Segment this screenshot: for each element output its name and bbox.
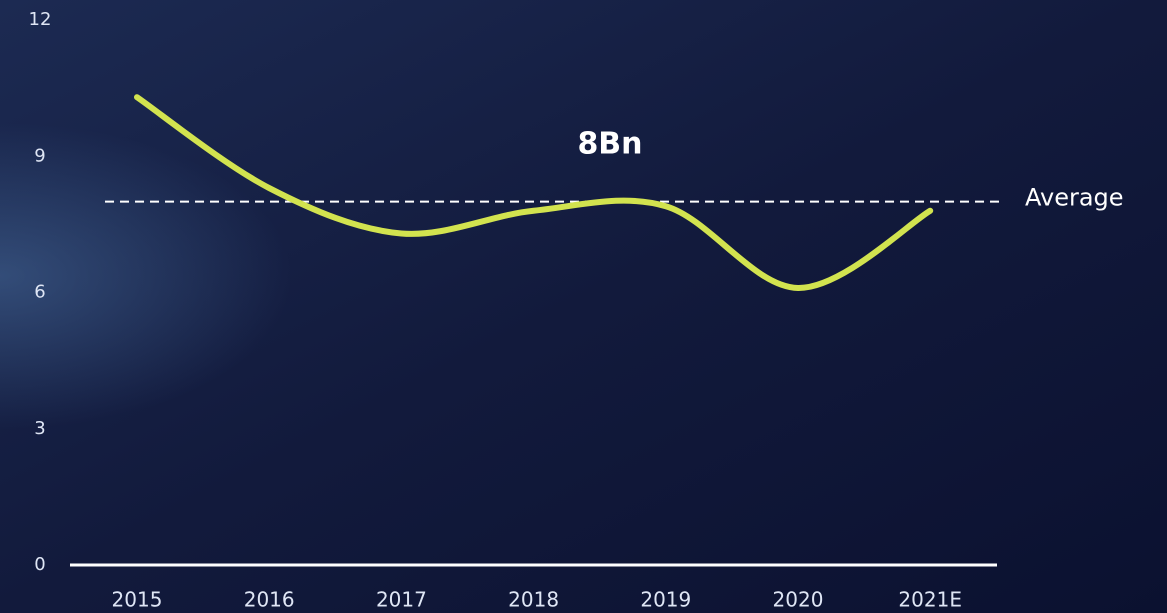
page: {"chart_data": {"type": "line", "categor… <box>0 0 1167 613</box>
annotation: 8Bn <box>577 127 642 162</box>
x-tick-label: 2016 <box>244 588 295 612</box>
y-tick-label: 6 <box>34 282 45 303</box>
x-tick-label: 2015 <box>112 588 163 612</box>
y-tick-label: 3 <box>34 418 45 439</box>
average-label: Average <box>1025 184 1124 212</box>
y-tick-label: 0 <box>34 554 45 575</box>
x-tick-label: 2017 <box>376 588 427 612</box>
x-tick-label: 2019 <box>640 588 691 612</box>
chart: 8Bn 0 3 6 9 12 2015 2016 2017 2018 2019 2020 2021E A… <box>0 0 1167 613</box>
x-tick-label: 2018 <box>508 588 559 612</box>
y-tick-label: 9 <box>34 145 45 166</box>
globe-glow <box>0 0 1167 613</box>
x-tick-label: 2020 <box>773 588 824 612</box>
x-tick-label: 2021E <box>898 588 962 612</box>
y-tick-label: 12 <box>29 9 52 30</box>
